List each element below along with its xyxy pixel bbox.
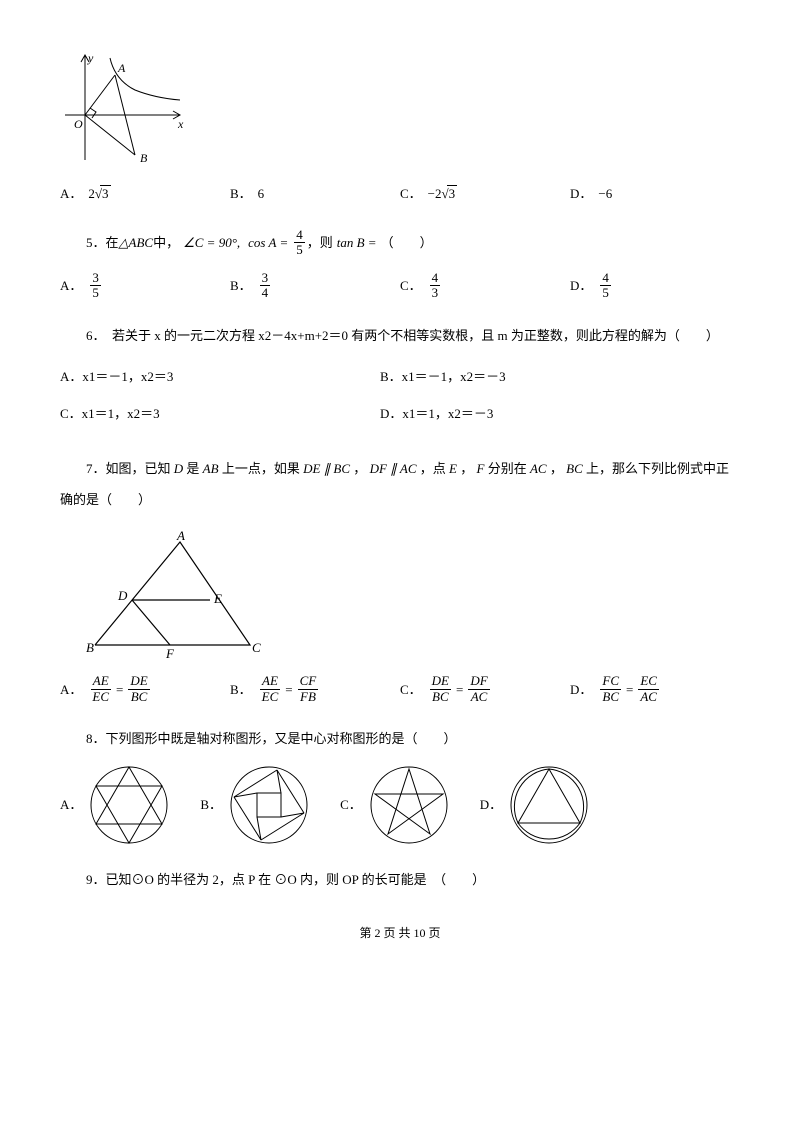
- q4-options: A． 2 √3 B． 6 C． −2 √3 D． −6: [60, 178, 740, 209]
- fraction: 4 5: [294, 228, 305, 258]
- q4-option-a: A． 2 √3: [60, 178, 220, 209]
- figure-q4: y x O A B: [60, 50, 740, 170]
- q8-option-d: D．: [480, 764, 590, 846]
- q5-text: 5 ．在 △ABC 中， ∠C = 90°, cos A = 4 5 ，则 ta…: [60, 227, 740, 258]
- sqrt-icon: √3: [95, 178, 111, 209]
- svg-text:E: E: [213, 591, 222, 606]
- q5-option-b: B． 34: [230, 270, 390, 301]
- svg-text:D: D: [117, 588, 128, 603]
- svg-text:A: A: [117, 61, 126, 75]
- svg-text:x: x: [177, 117, 184, 131]
- q7-options: A． AEEC = DEBC B． AEEC = CFFB C． DEBC = …: [60, 674, 740, 705]
- q6-option-c: C．x1＝1，x2＝3: [60, 398, 380, 429]
- triangle-chord-icon: [508, 764, 590, 846]
- q5-option-d: D． 45: [570, 270, 730, 301]
- figure-q7: A B C D E F: [80, 530, 740, 660]
- q5-options: A． 35 B． 34 C． 43 D． 45: [60, 270, 740, 301]
- page: y x O A B A． 2 √3 B． 6 C． −2 √3 D． −6 5: [0, 0, 800, 978]
- hexagram-icon: [88, 764, 170, 846]
- q6-option-b: B．x1＝－1，x2＝－3: [380, 361, 700, 392]
- q8-option-b: B．: [200, 764, 310, 846]
- svg-text:B: B: [86, 640, 94, 655]
- q8-option-a: A．: [60, 764, 170, 846]
- q6-options: A．x1＝－1，x2＝3 B．x1＝－1，x2＝－3 C．x1＝1，x2＝3 D…: [60, 361, 740, 435]
- svg-text:C: C: [252, 640, 261, 655]
- svg-text:B: B: [140, 151, 148, 165]
- page-footer: 第 2 页 共 10 页: [60, 919, 740, 948]
- q9-text: 9．已知⊙O 的半径为 2，点 P 在 ⊙O 内，则 OP 的长可能是 （ ）: [60, 864, 740, 895]
- q7-option-a: A． AEEC = DEBC: [60, 674, 220, 705]
- q4-option-c: C． −2 √3: [400, 178, 560, 209]
- q4-option-b: B． 6: [230, 178, 390, 209]
- sqrt-icon: √3: [442, 178, 458, 209]
- q6-option-a: A．x1＝－1，x2＝3: [60, 361, 380, 392]
- q8-options: A． B．: [60, 764, 740, 846]
- q6-option-d: D．x1＝1，x2＝－3: [380, 398, 700, 429]
- svg-text:O: O: [74, 117, 83, 131]
- q7-option-d: D． FCBC = ECAC: [570, 674, 730, 705]
- triangle-svg: A B C D E F: [80, 530, 270, 660]
- pentagram-icon: [368, 764, 450, 846]
- q7-text: 7．如图，已知 D 是 AB 上一点，如果 DE ∥ BC ， DF ∥ AC …: [60, 453, 740, 515]
- pinwheel-icon: [228, 764, 310, 846]
- q5-option-a: A． 35: [60, 270, 220, 301]
- q7-option-b: B． AEEC = CFFB: [230, 674, 390, 705]
- q4-option-d: D． −6: [570, 178, 730, 209]
- q5-option-c: C． 43: [400, 270, 560, 301]
- q8-option-c: C．: [340, 764, 450, 846]
- coord-graph-svg: y x O A B: [60, 50, 190, 170]
- q6-text: 6． 若关于 x 的一元二次方程 x2－4x+m+2＝0 有两个不相等实数根，且…: [60, 320, 740, 351]
- svg-text:y: y: [87, 51, 94, 65]
- q7-option-c: C． DEBC = DFAC: [400, 674, 560, 705]
- q8-text: 8．下列图形中既是轴对称图形，又是中心对称图形的是（ ）: [60, 723, 740, 754]
- svg-text:F: F: [165, 646, 175, 660]
- svg-text:A: A: [176, 530, 185, 543]
